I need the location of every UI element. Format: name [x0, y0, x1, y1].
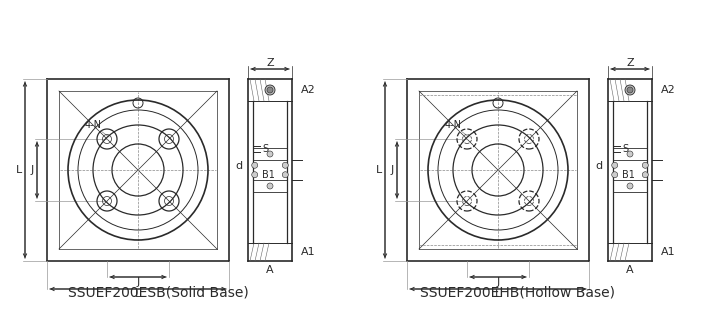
Text: A1: A1 [301, 247, 316, 257]
Text: Z: Z [626, 58, 634, 68]
Text: SSUEF200EHB(Hollow Base): SSUEF200EHB(Hollow Base) [421, 286, 615, 300]
Circle shape [267, 151, 273, 157]
Circle shape [252, 172, 258, 178]
Text: J: J [496, 277, 500, 287]
Circle shape [265, 85, 275, 95]
Circle shape [267, 183, 273, 189]
Circle shape [643, 162, 648, 168]
Text: L: L [376, 165, 382, 175]
Text: L: L [495, 289, 501, 299]
Text: A1: A1 [661, 247, 676, 257]
Text: A: A [266, 265, 274, 275]
Circle shape [625, 85, 635, 95]
Text: J: J [391, 165, 393, 175]
Text: S: S [622, 144, 628, 154]
Circle shape [267, 87, 273, 93]
Text: d: d [235, 161, 242, 171]
Circle shape [282, 172, 289, 178]
Circle shape [252, 162, 258, 168]
Text: A2: A2 [301, 85, 316, 95]
Text: 4-N: 4-N [85, 120, 101, 130]
Text: 4-N: 4-N [444, 120, 462, 130]
Circle shape [282, 162, 289, 168]
Circle shape [643, 172, 648, 178]
Text: Z: Z [266, 58, 274, 68]
Text: B1: B1 [262, 170, 275, 180]
Text: L: L [135, 289, 141, 299]
Circle shape [627, 151, 633, 157]
Text: A2: A2 [661, 85, 676, 95]
Circle shape [627, 183, 633, 189]
Text: d: d [595, 161, 602, 171]
Text: B1: B1 [622, 170, 635, 180]
Text: J: J [30, 165, 34, 175]
Text: A: A [626, 265, 634, 275]
Circle shape [612, 162, 617, 168]
Text: J: J [136, 277, 139, 287]
Circle shape [612, 172, 617, 178]
Text: L: L [16, 165, 22, 175]
Text: SSUEF200ESB(Solid Base): SSUEF200ESB(Solid Base) [67, 286, 248, 300]
Text: S: S [262, 144, 268, 154]
Circle shape [627, 87, 633, 93]
